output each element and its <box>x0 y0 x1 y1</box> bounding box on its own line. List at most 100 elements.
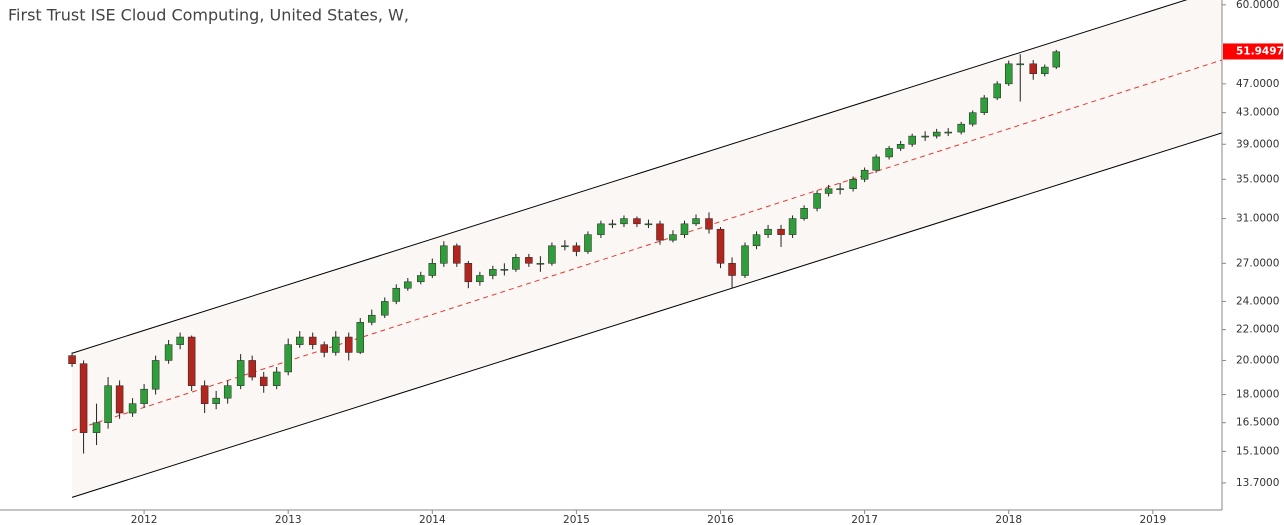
candle-body <box>980 97 988 113</box>
candle <box>885 145 893 160</box>
y-tick-label: 22.0000 <box>1236 324 1279 336</box>
candle-body <box>968 112 977 125</box>
candle <box>764 224 772 238</box>
candle-body <box>525 257 533 264</box>
candle <box>705 212 713 234</box>
candle-body <box>368 314 376 323</box>
candle <box>656 220 664 245</box>
candle-body <box>944 131 952 134</box>
candle-body <box>656 223 664 241</box>
chart-title: First Trust ISE Cloud Computing, United … <box>8 6 409 25</box>
candle <box>200 380 209 414</box>
candle-body <box>896 144 905 149</box>
candle <box>104 377 112 429</box>
candle <box>164 340 173 364</box>
candle-body <box>741 245 749 276</box>
candle <box>872 154 880 173</box>
candle-body <box>536 263 545 265</box>
candle <box>548 242 556 266</box>
candle-body <box>824 188 833 194</box>
candle <box>128 398 137 417</box>
candle <box>644 219 653 229</box>
candle <box>741 242 749 279</box>
candle <box>356 318 365 355</box>
candle <box>572 242 581 257</box>
candle-body <box>813 193 821 209</box>
candle-body <box>176 336 184 345</box>
candle <box>476 271 484 286</box>
candle <box>500 263 509 276</box>
x-tick-label: 2017 <box>851 514 878 525</box>
candle <box>968 110 977 127</box>
candle-body <box>1041 66 1049 74</box>
y-tick-label: 39.0000 <box>1236 138 1279 150</box>
candle <box>980 95 988 115</box>
candle-body <box>1029 63 1037 74</box>
y-tick-label: 27.0000 <box>1236 257 1279 269</box>
candle-body <box>92 422 101 433</box>
candle-body <box>608 223 617 226</box>
candle-body <box>800 208 808 219</box>
candle-body <box>417 275 425 283</box>
candle-body <box>777 228 785 235</box>
candle-body <box>669 234 677 241</box>
candle-body <box>104 385 112 423</box>
candle <box>140 383 148 408</box>
candle <box>272 366 281 390</box>
candle-body <box>500 269 509 271</box>
candle <box>428 258 437 279</box>
candle-body <box>164 344 173 361</box>
candle <box>1041 64 1049 77</box>
candle <box>151 355 160 395</box>
candle-body <box>151 360 160 390</box>
candle <box>993 81 1001 101</box>
candle-body <box>849 179 857 189</box>
candle-body <box>633 218 641 225</box>
candle <box>79 360 88 454</box>
candle-body <box>200 385 209 404</box>
candle-body <box>464 263 473 283</box>
candle-body <box>921 135 929 138</box>
candle <box>957 121 965 135</box>
candle <box>259 371 268 393</box>
candle <box>908 133 916 147</box>
candle <box>1016 54 1025 102</box>
x-tick-label: 2014 <box>419 514 446 525</box>
candle-body <box>1052 51 1061 68</box>
candle <box>896 140 905 151</box>
candle <box>344 332 353 361</box>
y-tick-label: 47.0000 <box>1236 78 1279 90</box>
last-price-label: 51.9497 <box>1236 45 1284 57</box>
candle-body <box>752 234 761 247</box>
candle <box>236 354 245 390</box>
candle-body <box>872 156 880 171</box>
candle <box>187 335 196 391</box>
candle <box>464 260 473 289</box>
candle-body <box>572 245 581 252</box>
candle-body <box>381 301 389 316</box>
candle-body <box>428 263 437 276</box>
candle <box>223 380 232 404</box>
candle-body <box>584 234 592 252</box>
channel-lower <box>71 132 1222 498</box>
candle <box>716 227 725 269</box>
plot-area <box>68 0 1222 498</box>
x-tick-label: 2013 <box>275 514 302 525</box>
candle-body <box>692 218 700 225</box>
candle <box>381 297 389 319</box>
x-tick-label: 2015 <box>563 514 590 525</box>
candle-body <box>885 148 893 158</box>
candle <box>728 257 736 289</box>
candle-body <box>404 281 412 289</box>
candle-body <box>284 344 292 373</box>
candle <box>392 284 401 305</box>
candle-body <box>272 371 281 386</box>
candle-body <box>476 275 484 283</box>
candle <box>308 332 317 350</box>
candle-body <box>1004 63 1013 85</box>
candle <box>453 243 461 267</box>
candle <box>212 390 220 410</box>
candle <box>633 216 641 228</box>
candle-body <box>212 397 220 404</box>
